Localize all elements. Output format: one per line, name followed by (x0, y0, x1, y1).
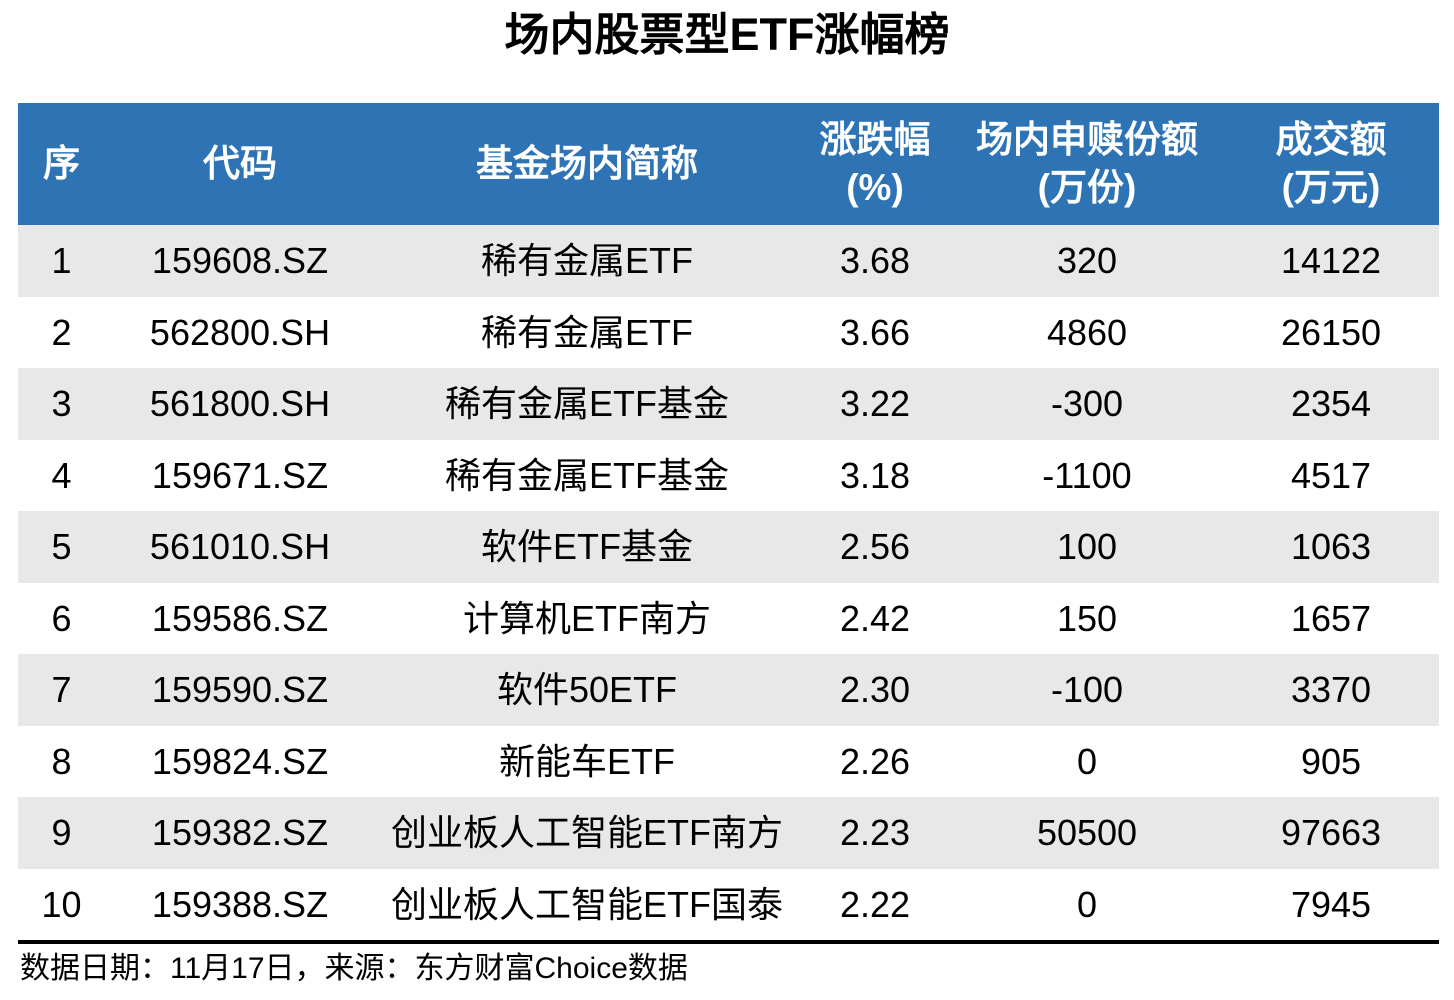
footer-divider-line (18, 940, 1439, 944)
table-row: 9 159382.SZ 创业板人工智能ETF南方 2.23 50500 97663 (18, 797, 1439, 869)
cell-subscription-shares: 100 (1056, 526, 1118, 567)
cell-turnover: 97663 (1280, 812, 1382, 853)
cell-change-pct: 3.66 (839, 311, 911, 353)
cell-change-pct: 2.26 (839, 740, 911, 782)
cell-code: 159382.SZ (151, 812, 329, 853)
cell-name: 计算机ETF南方 (463, 597, 711, 639)
cell-rank: 10 (41, 883, 82, 925)
cell-code: 562800.SH (149, 311, 331, 353)
etf-table: 序 代码 基金场内简称 涨跌幅 (%) 场内申赎份额 (万份) 成交额 (万元) 1 159608… (18, 103, 1439, 940)
column-header-subscription-shares: 场内申赎份额 (万份) (976, 119, 1198, 208)
cell-code: 159590.SZ (151, 669, 329, 710)
table-row: 1 159608.SZ 稀有金属ETF 3.68 320 14122 (18, 225, 1439, 297)
table-body: 1 159608.SZ 稀有金属ETF 3.68 320 14122 2 562800.SH 稀… (18, 225, 1439, 940)
cell-change-pct: 2.23 (839, 812, 911, 853)
column-header-change-pct: 涨跌幅 (%) (819, 119, 931, 208)
cell-code: 159608.SZ (151, 240, 329, 281)
cell-subscription-shares: 50500 (1036, 812, 1138, 853)
cell-change-pct: 3.68 (839, 240, 911, 281)
cell-change-pct: 2.30 (839, 669, 911, 710)
cell-change-pct: 2.42 (839, 597, 911, 639)
cell-name: 软件ETF基金 (481, 526, 693, 567)
cell-subscription-shares: 0 (1076, 883, 1098, 925)
cell-turnover: 1063 (1290, 526, 1372, 567)
table-row: 6 159586.SZ 计算机ETF南方 2.42 150 1657 (18, 582, 1439, 654)
column-header-rank: 序 (43, 143, 80, 184)
cell-code: 561800.SH (149, 383, 331, 424)
cell-rank: 8 (51, 740, 72, 782)
cell-name: 稀有金属ETF基金 (445, 383, 729, 424)
cell-subscription-shares: 0 (1076, 740, 1098, 782)
table-row: 2 562800.SH 稀有金属ETF 3.66 4860 26150 (18, 296, 1439, 368)
column-header-turnover: 成交额 (万元) (1275, 119, 1387, 208)
cell-turnover: 4517 (1290, 454, 1372, 496)
table-row: 10 159388.SZ 创业板人工智能ETF国泰 2.22 0 7945 (18, 868, 1439, 940)
cell-rank: 9 (51, 812, 72, 853)
column-header-name: 基金场内简称 (476, 143, 698, 184)
cell-rank: 7 (51, 669, 72, 710)
cell-change-pct: 3.22 (839, 383, 911, 424)
cell-code: 159586.SZ (151, 597, 329, 639)
cell-subscription-shares: 150 (1056, 597, 1118, 639)
cell-turnover: 2354 (1290, 383, 1372, 424)
cell-rank: 5 (51, 526, 72, 567)
cell-rank: 2 (51, 311, 72, 353)
cell-rank: 4 (51, 454, 72, 496)
cell-turnover: 3370 (1290, 669, 1372, 710)
cell-code: 561010.SH (149, 526, 331, 567)
cell-name: 稀有金属ETF (481, 311, 693, 353)
cell-code: 159671.SZ (151, 454, 329, 496)
cell-change-pct: 2.56 (839, 526, 911, 567)
column-header-code: 代码 (203, 143, 277, 184)
table-row: 7 159590.SZ 软件50ETF 2.30 -100 3370 (18, 654, 1439, 726)
cell-name: 稀有金属ETF基金 (445, 454, 729, 496)
cell-turnover: 905 (1300, 740, 1362, 782)
cell-turnover: 14122 (1280, 240, 1382, 281)
cell-name: 创业板人工智能ETF国泰 (391, 883, 783, 925)
cell-rank: 1 (51, 240, 72, 281)
cell-subscription-shares: -1100 (1042, 454, 1132, 496)
table-row: 8 159824.SZ 新能车ETF 2.26 0 905 (18, 725, 1439, 797)
table-row: 3 561800.SH 稀有金属ETF基金 3.22 -300 2354 (18, 368, 1439, 440)
table-header-row: 序 代码 基金场内简称 涨跌幅 (%) 场内申赎份额 (万份) 成交额 (万元) (18, 103, 1439, 225)
cell-code: 159824.SZ (151, 740, 329, 782)
data-source-note: 数据日期：11月17日，来源：东方财富Choice数据 (20, 952, 688, 985)
table-row: 4 159671.SZ 稀有金属ETF基金 3.18 -1100 4517 (18, 439, 1439, 511)
table-row: 5 561010.SH 软件ETF基金 2.56 100 1063 (18, 511, 1439, 583)
cell-turnover: 26150 (1280, 311, 1382, 353)
cell-name: 稀有金属ETF (481, 240, 693, 281)
cell-turnover: 1657 (1290, 597, 1372, 639)
cell-subscription-shares: -300 (1050, 383, 1124, 424)
cell-rank: 6 (51, 597, 72, 639)
cell-change-pct: 2.22 (839, 883, 911, 925)
cell-name: 软件50ETF (496, 669, 678, 710)
page-title: 场内股票型ETF涨幅榜 (504, 9, 950, 60)
cell-turnover: 7945 (1290, 883, 1372, 925)
cell-code: 159388.SZ (151, 883, 329, 925)
cell-rank: 3 (51, 383, 72, 424)
cell-name: 新能车ETF (499, 740, 675, 782)
cell-change-pct: 3.18 (839, 454, 911, 496)
cell-subscription-shares: -100 (1050, 669, 1124, 710)
cell-subscription-shares: 320 (1056, 240, 1118, 281)
cell-name: 创业板人工智能ETF南方 (391, 812, 783, 853)
cell-subscription-shares: 4860 (1046, 311, 1128, 353)
